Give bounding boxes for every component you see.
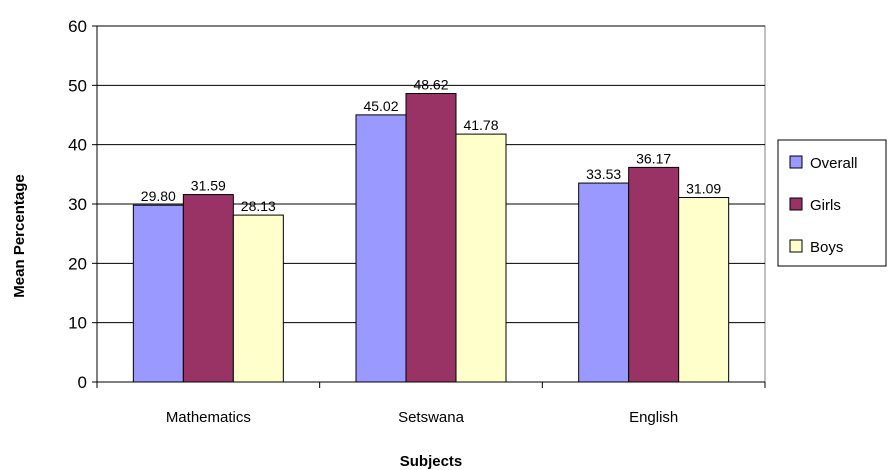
bar-overall-mathematics <box>132 204 184 383</box>
data-label: 31.09 <box>686 181 721 197</box>
bar-boys-mathematics <box>232 214 284 383</box>
bar-boys-english <box>678 197 730 383</box>
legend-swatch-girls <box>789 197 803 211</box>
legend: Overall Girls Boys <box>777 139 887 267</box>
bar-girls-mathematics <box>182 194 234 383</box>
y-tick-label: 50 <box>68 76 87 95</box>
y-axis-title: Mean Percentage <box>11 174 28 297</box>
legend-swatch-overall <box>789 155 803 169</box>
y-tick-label: 40 <box>68 136 87 155</box>
category-label: Setswana <box>398 409 465 426</box>
data-label: 28.13 <box>241 198 276 214</box>
data-label: 29.80 <box>141 188 176 204</box>
bar-overall-setswana <box>355 114 407 383</box>
y-tick-label: 10 <box>68 314 87 333</box>
bar-overall-english <box>578 182 630 383</box>
bar-girls-english <box>628 166 680 383</box>
category-label: English <box>629 409 678 426</box>
axes <box>92 25 766 388</box>
data-label: 36.17 <box>636 150 671 166</box>
bar-girls-setswana <box>405 93 457 383</box>
category-labels: Mathematics Setswana English <box>166 409 678 426</box>
data-label: 45.02 <box>363 98 398 114</box>
data-label: 48.62 <box>413 77 448 93</box>
legend-label-girls: Girls <box>810 197 841 214</box>
legend-swatch-boys <box>789 239 803 253</box>
y-tick-label: 0 <box>78 373 87 392</box>
data-label: 33.53 <box>586 166 621 182</box>
y-tick-label: 60 <box>68 17 87 36</box>
data-labels: 29.80 31.59 28.13 45.02 48.62 41.78 33.53 36.17… <box>141 77 722 215</box>
legend-label-overall: Overall <box>810 155 858 172</box>
data-label: 41.78 <box>463 117 498 133</box>
y-tick-labels: 0 10 20 30 40 50 60 <box>68 17 87 392</box>
x-axis-title: Subjects <box>400 453 463 470</box>
bar-boys-setswana <box>455 133 507 383</box>
y-tick-label: 30 <box>68 195 87 214</box>
category-label: Mathematics <box>166 409 251 426</box>
data-label: 31.59 <box>191 178 226 194</box>
bars <box>132 93 730 383</box>
legend-label-boys: Boys <box>810 239 843 256</box>
y-tick-label: 20 <box>68 254 87 273</box>
